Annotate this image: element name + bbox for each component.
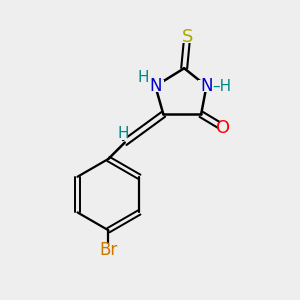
Text: H: H — [137, 70, 148, 85]
Text: –H: –H — [212, 79, 231, 94]
Bar — [198, 80, 214, 92]
Bar — [182, 32, 192, 43]
Text: O: O — [216, 119, 230, 137]
Text: Br: Br — [99, 241, 118, 259]
Bar — [219, 122, 228, 134]
Text: N: N — [200, 77, 213, 95]
Bar — [119, 130, 128, 140]
Text: N: N — [149, 77, 162, 95]
Bar — [100, 244, 117, 255]
Text: S: S — [182, 28, 193, 46]
Text: H: H — [118, 126, 129, 141]
Bar — [147, 80, 164, 92]
